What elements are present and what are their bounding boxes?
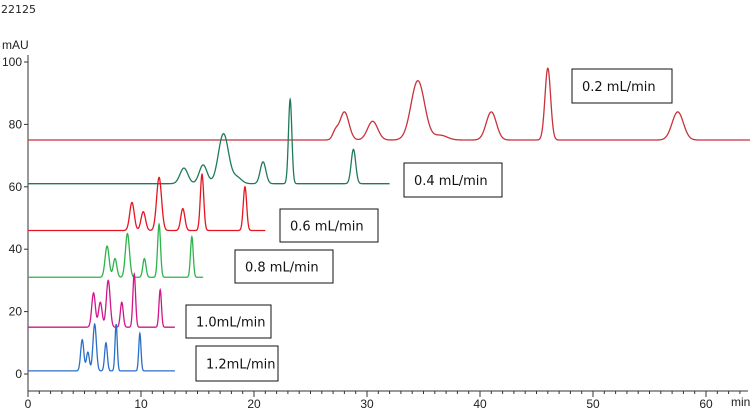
series-line	[28, 322, 175, 372]
x-tick-label: 60	[699, 397, 713, 409]
series-line	[28, 67, 750, 141]
y-tick-label: 100	[2, 55, 22, 69]
x-tick-label: 20	[247, 397, 261, 409]
x-axis-label: min	[731, 395, 750, 409]
y-tick-label: 0	[15, 367, 22, 381]
x-tick-label: 40	[473, 397, 487, 409]
legend-box	[571, 68, 673, 104]
y-tick-label: 60	[9, 180, 23, 194]
series-line	[28, 172, 266, 232]
y-axis-label: mAU	[2, 38, 29, 52]
y-tick-label: 20	[9, 305, 23, 319]
file-id-label: 22125	[1, 3, 36, 16]
series-line	[28, 97, 390, 185]
series-line	[28, 222, 204, 278]
x-tick-label: 30	[360, 397, 374, 409]
x-tick-label: 0	[25, 397, 32, 409]
legend-box	[279, 208, 379, 243]
x-tick-label: 10	[134, 397, 148, 409]
legend-label: 0.8 mL/min	[245, 261, 319, 276]
legend-label: 1.2mL/min	[206, 358, 275, 373]
y-tick-label: 80	[9, 117, 23, 131]
legend-box	[403, 162, 503, 198]
legend-label: 0.4 mL/min	[414, 174, 488, 189]
y-tick-label: 40	[9, 242, 23, 256]
legend-label: 1.0mL/min	[196, 316, 265, 331]
legend-box	[195, 345, 279, 382]
legend-label: 0.6 mL/min	[290, 220, 364, 235]
legend-box	[234, 249, 334, 284]
series-line	[28, 271, 175, 328]
x-tick-label: 50	[586, 397, 600, 409]
legend-label: 0.2 mL/min	[582, 80, 656, 95]
legend-box	[185, 304, 272, 339]
